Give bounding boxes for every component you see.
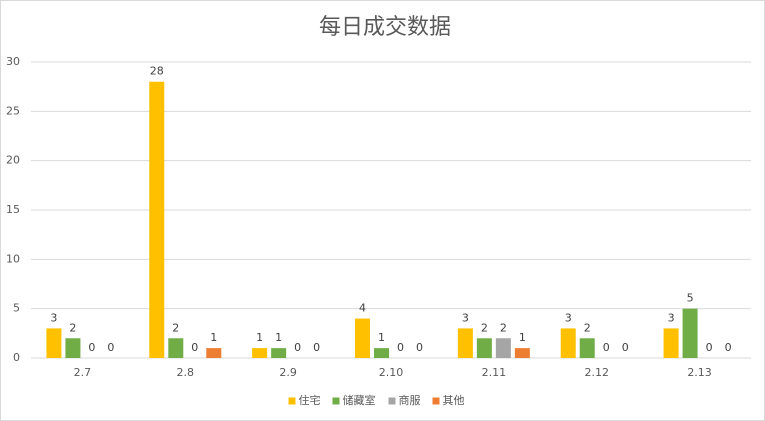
data-label: 0 [294, 341, 301, 354]
bar [682, 308, 698, 358]
data-label: 0 [107, 341, 114, 354]
data-label: 1 [256, 331, 263, 344]
bar [252, 348, 268, 358]
x-tick-label: 2.12 [584, 366, 609, 379]
data-label: 1 [378, 331, 385, 344]
data-label: 3 [462, 311, 469, 324]
y-tick-label: 10 [6, 252, 20, 265]
data-label: 3 [668, 311, 675, 324]
data-label: 2 [481, 321, 488, 334]
data-label: 0 [416, 341, 423, 354]
bar [495, 338, 511, 358]
data-label: 3 [50, 311, 57, 324]
y-tick-label: 20 [6, 154, 20, 167]
x-tick-label: 2.7 [74, 366, 92, 379]
legend-swatch [432, 397, 440, 405]
bar [457, 328, 473, 358]
bar [149, 81, 165, 358]
data-label: 5 [687, 292, 694, 305]
data-label: 0 [191, 341, 198, 354]
bar [46, 328, 62, 358]
data-label: 0 [622, 341, 629, 354]
chart-title: 每日成交数据 [319, 15, 451, 40]
data-label: 2 [584, 321, 591, 334]
x-tick-label: 2.11 [482, 366, 507, 379]
data-label: 2 [500, 321, 507, 334]
data-label: 0 [603, 341, 610, 354]
legend-label: 储藏室 [343, 393, 376, 407]
data-label: 28 [150, 65, 164, 78]
y-tick-label: 25 [6, 104, 20, 117]
legend-label: 住宅 [299, 393, 321, 407]
y-tick-label: 5 [13, 302, 20, 315]
legend-label: 其他 [443, 394, 465, 407]
data-label: 1 [519, 331, 526, 344]
legend-swatch [288, 397, 296, 405]
data-label: 0 [706, 341, 713, 354]
bar [355, 318, 370, 358]
x-tick-label: 2.8 [177, 366, 195, 379]
data-label: 2 [172, 321, 179, 334]
data-label: 2 [69, 321, 76, 334]
bar [560, 328, 576, 358]
data-label: 0 [88, 341, 95, 354]
legend-label: 商服 [399, 393, 421, 407]
data-label: 1 [210, 331, 217, 344]
y-tick-label: 15 [6, 203, 20, 216]
legend-swatch [332, 397, 340, 405]
bar [271, 348, 287, 358]
bar [579, 338, 595, 358]
bar [374, 348, 389, 358]
x-tick-label: 2.13 [687, 366, 712, 379]
data-label: 0 [313, 341, 320, 354]
y-tick-label: 30 [6, 55, 20, 68]
legend-swatch [388, 397, 396, 405]
bar [206, 348, 222, 358]
data-label: 4 [359, 302, 366, 315]
bar [663, 328, 679, 358]
data-label: 0 [725, 341, 732, 354]
bar [65, 338, 81, 358]
bar [476, 338, 492, 358]
data-label: 1 [275, 331, 282, 344]
y-tick-label: 0 [13, 351, 20, 364]
x-tick-label: 2.9 [279, 366, 297, 379]
x-tick-label: 2.10 [379, 366, 404, 379]
bar [514, 348, 530, 358]
bar [168, 338, 184, 358]
data-label: 3 [565, 311, 572, 324]
data-label: 0 [397, 341, 404, 354]
